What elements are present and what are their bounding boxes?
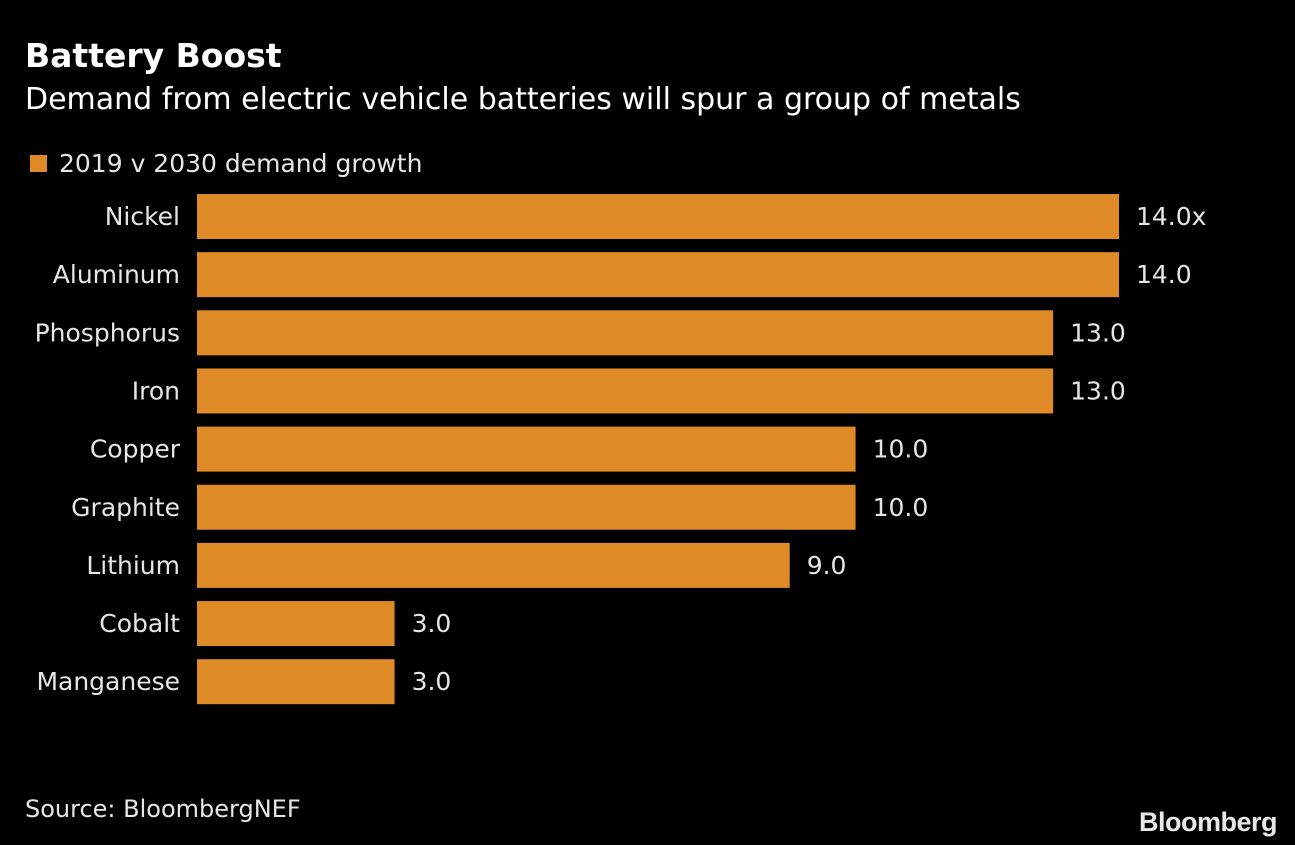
category-label-aluminum: Aluminum (53, 260, 180, 289)
bar-graphite (197, 484, 856, 530)
bar-aluminum (197, 252, 1119, 298)
value-label-cobalt: 3.0 (412, 609, 452, 638)
category-label-cobalt: Cobalt (99, 609, 180, 638)
category-label-copper: Copper (90, 435, 181, 464)
value-label-manganese: 3.0 (412, 667, 452, 696)
value-label-nickel: 14.0x (1136, 202, 1206, 231)
category-label-manganese: Manganese (36, 667, 180, 696)
value-label-aluminum: 14.0 (1136, 260, 1192, 289)
bar-copper (197, 426, 856, 472)
bloomberg-logo: Bloomberg (1138, 807, 1278, 837)
bar-manganese (197, 659, 395, 705)
legend-label: 2019 v 2030 demand growth (59, 148, 423, 178)
category-label-graphite: Graphite (71, 493, 180, 522)
value-label-copper: 10.0 (873, 435, 929, 464)
category-label-lithium: Lithium (86, 551, 180, 580)
chart-subtitle: Demand from electric vehicle batteries w… (25, 82, 1021, 117)
legend-swatch (30, 154, 47, 172)
legend: 2019 v 2030 demand growth (30, 146, 422, 180)
chart-title: Battery Boost (25, 36, 282, 75)
category-label-nickel: Nickel (105, 202, 180, 231)
value-label-iron: 13.0 (1070, 376, 1126, 405)
bar-nickel (197, 194, 1119, 239)
source-note: Source: BloombergNEF (25, 795, 301, 823)
value-label-phosphorus: 13.0 (1070, 318, 1126, 347)
category-label-iron: Iron (132, 376, 180, 405)
bar-iron (197, 368, 1054, 414)
category-label-phosphorus: Phosphorus (35, 318, 180, 347)
bar-phosphorus (197, 310, 1054, 356)
bar-lithium (197, 542, 790, 588)
value-label-lithium: 9.0 (807, 551, 847, 580)
bar-cobalt (197, 601, 395, 647)
value-label-graphite: 10.0 (873, 493, 929, 522)
